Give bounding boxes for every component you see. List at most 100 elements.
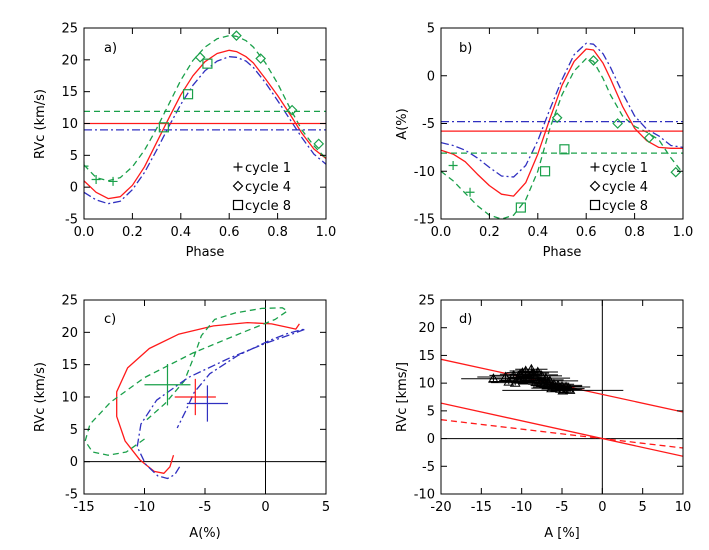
data-point-square (559, 144, 570, 155)
panel-d-frame (440, 299, 684, 495)
panel-a-frame (83, 27, 327, 220)
panel-a-legend: cycle 1 cycle 4 cycle 8 (245, 161, 291, 214)
series-line-red (84, 49, 326, 200)
data-point-diamond (231, 30, 242, 41)
panel-c-rv-vs-a: -15 -10 -5 0 5 -5 0 5 10 15 20 25 c) A(%) RVc (km/s… (33, 294, 330, 542)
x-tick-label: 0.4 (170, 225, 191, 240)
x-tick-label: -15 (471, 500, 492, 515)
x-tick-label: -5 (199, 500, 212, 515)
y-tick-label: -5 (65, 488, 78, 503)
y-tick-label: 25 (61, 22, 78, 37)
x-tick-label: 0.2 (479, 225, 500, 240)
y-tick-label: 0 (70, 455, 78, 470)
x-tick-label: -10 (134, 500, 155, 515)
legend-entry-label: cycle 4 (602, 180, 648, 195)
x-tick-label: -10 (511, 500, 532, 515)
plot-area (84, 30, 326, 205)
series-line-blue (136, 328, 307, 480)
error-bar (502, 387, 624, 394)
error-bar (507, 374, 549, 382)
panel-b-label: b) (459, 41, 472, 56)
y-tick-label: 0 (427, 432, 435, 447)
series-line-blue (84, 56, 326, 205)
data-point-plus (91, 175, 101, 185)
data-point-diamond (612, 118, 624, 129)
data-point-square (539, 166, 551, 177)
y-tick-label: 25 (61, 294, 78, 309)
panel-d-ylabel: RVc [kms/] (395, 362, 410, 432)
plot-area (441, 300, 683, 494)
y-tick-label: 10 (418, 377, 435, 392)
y-tick-label: 20 (61, 53, 78, 68)
y-tick-label: 5 (427, 22, 435, 37)
y-tick-label: 0 (427, 69, 435, 84)
series-line-red (441, 419, 683, 449)
data-point-triangle (503, 375, 515, 386)
x-tick-label: 0.8 (624, 225, 645, 240)
legend-entry-label: cycle 4 (245, 180, 291, 195)
y-tick-label: 10 (61, 391, 78, 406)
legend-symbol-diamond (589, 180, 601, 192)
x-tick-label: 10 (675, 500, 692, 515)
panel-b-ylabel: A(%) (395, 108, 410, 139)
data-point-diamond (588, 55, 599, 66)
series-line-green (84, 34, 326, 182)
data-point-diamond (551, 112, 563, 124)
x-tick-label: 0.0 (431, 225, 452, 240)
x-tick-label: 1.0 (673, 225, 694, 240)
data-point-triangle (509, 377, 521, 387)
x-tick-label: -5 (556, 500, 569, 515)
y-tick-label: 15 (418, 349, 435, 364)
data-point-square (158, 122, 169, 133)
y-tick-label: -5 (65, 213, 78, 228)
series-line-red (441, 48, 683, 197)
legend-symbol-plus (233, 162, 243, 172)
y-tick-label: 5 (70, 423, 78, 438)
x-tick-label: -20 (430, 500, 451, 515)
x-tick-label: 0 (598, 500, 606, 515)
panel-a-ylabel: RVc (km/s) (33, 89, 48, 159)
data-point-diamond (286, 104, 298, 116)
error-bar (491, 379, 540, 386)
data-point-plus (84, 161, 89, 171)
y-tick-label: 25 (418, 294, 435, 309)
y-tick-label: 5 (70, 149, 78, 164)
y-tick-label: 15 (61, 85, 78, 100)
data-point-square (182, 89, 194, 100)
series-line-green (441, 57, 683, 219)
plot-area (441, 42, 683, 219)
y-tick-label: -10 (414, 165, 435, 180)
data-point-diamond (643, 132, 655, 144)
x-tick-label: -15 (73, 500, 94, 515)
x-tick-label: 0 (261, 500, 269, 515)
panel-c-xlabel: A(%) (189, 526, 220, 541)
data-point-diamond (255, 53, 267, 64)
panel-a-xlabel: Phase (186, 245, 225, 260)
panel-b-xlabel: Phase (543, 245, 582, 260)
error-cross-red (174, 378, 216, 416)
y-tick-label: 0 (70, 181, 78, 196)
legend-symbol-square (589, 199, 601, 211)
legend-entry-label: cycle 1 (245, 161, 291, 176)
data-point-plus (108, 176, 118, 186)
data-point-square (202, 58, 213, 69)
x-tick-label: 0.6 (576, 225, 597, 240)
series-line-red (116, 321, 300, 474)
y-tick-label: -15 (414, 213, 435, 228)
y-tick-label: 20 (61, 326, 78, 341)
panel-d-label: d) (459, 312, 472, 327)
data-point-diamond (194, 51, 206, 63)
data-point-triangle (541, 379, 553, 390)
panel-d-xlabel: A [%] (544, 526, 580, 541)
y-tick-label: -10 (414, 488, 435, 503)
x-tick-label: 0.4 (527, 225, 548, 240)
legend-symbol-square (232, 199, 244, 211)
y-tick-label: 10 (61, 117, 78, 132)
legend-symbol-diamond (232, 180, 244, 192)
data-point-plus (465, 187, 475, 197)
y-tick-label: 15 (61, 358, 78, 373)
data-point-triangle (564, 384, 576, 394)
